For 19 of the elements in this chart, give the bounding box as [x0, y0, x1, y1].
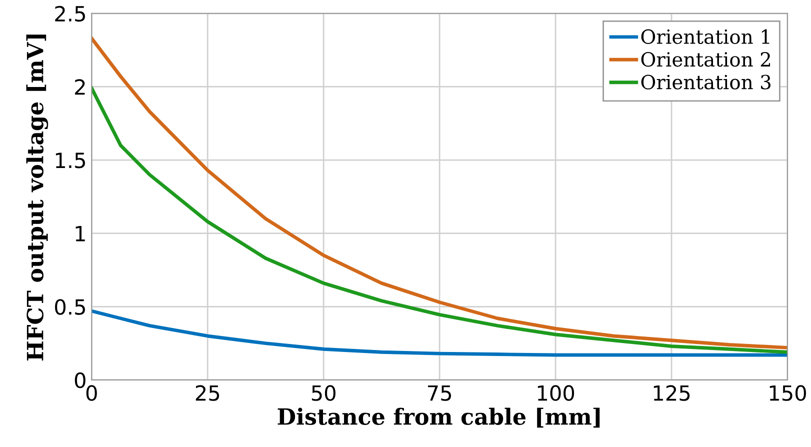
legend-label: Orientation 1	[641, 29, 770, 44]
x-tick-label: 125	[654, 385, 690, 401]
y-axis-title: HFCT output voltage [mV]	[26, 34, 48, 360]
y-tick-label: 0.5	[55, 299, 85, 315]
x-tick-label: 150	[770, 385, 806, 401]
y-tick-label: 0	[74, 372, 86, 388]
x-tick-label: 0	[86, 385, 97, 401]
line-series	[92, 309, 788, 357]
y-tick-label: 1	[76, 226, 85, 242]
y-tick-label: 1.5	[56, 152, 85, 168]
legend-label: Orientation 2	[641, 52, 770, 67]
x-axis-title: Distance from cable [mm]	[278, 408, 600, 428]
y-tick-label: 2.5	[55, 6, 85, 22]
x-tick-label: 75	[428, 385, 451, 401]
x-tick-label: 50	[312, 385, 336, 401]
x-tick-label: 100	[538, 385, 574, 401]
x-tick-label: 25	[196, 385, 220, 401]
y-tick-label: 2	[75, 79, 85, 95]
legend-label: Orientation 3	[641, 74, 770, 90]
